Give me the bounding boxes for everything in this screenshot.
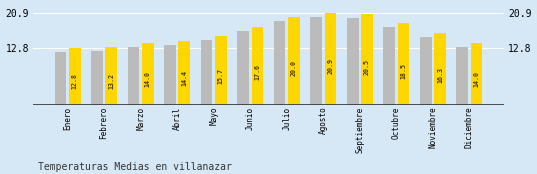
Bar [128, 47, 140, 105]
Bar [456, 47, 468, 105]
Bar [251, 27, 263, 105]
Bar [434, 33, 446, 105]
Bar [310, 17, 322, 105]
Bar [178, 41, 190, 105]
Bar [420, 37, 432, 105]
Bar [471, 43, 482, 105]
Text: 16.3: 16.3 [437, 67, 443, 83]
Bar [361, 14, 373, 105]
Bar [105, 47, 117, 105]
Text: 14.0: 14.0 [474, 71, 480, 87]
Bar [274, 21, 286, 105]
Bar [237, 31, 249, 105]
Text: 17.6: 17.6 [255, 64, 260, 80]
Text: 14.0: 14.0 [145, 71, 151, 87]
Bar [201, 40, 213, 105]
Bar [383, 27, 395, 105]
Text: 20.9: 20.9 [328, 58, 333, 74]
Text: 12.8: 12.8 [72, 73, 78, 89]
Bar [288, 17, 300, 105]
Text: 13.2: 13.2 [108, 73, 114, 89]
Bar [215, 36, 227, 105]
Bar [142, 43, 154, 105]
Bar [324, 13, 336, 105]
Text: 20.0: 20.0 [291, 60, 297, 76]
Text: 20.5: 20.5 [364, 59, 370, 75]
Bar [397, 23, 409, 105]
Bar [347, 18, 359, 105]
Text: 14.4: 14.4 [182, 70, 187, 86]
Text: Temperaturas Medias en villanazar: Temperaturas Medias en villanazar [38, 162, 231, 172]
Bar [91, 51, 103, 105]
Text: 15.7: 15.7 [218, 68, 224, 84]
Bar [69, 49, 81, 105]
Bar [55, 53, 66, 105]
Text: 18.5: 18.5 [401, 63, 407, 79]
Bar [164, 45, 176, 105]
